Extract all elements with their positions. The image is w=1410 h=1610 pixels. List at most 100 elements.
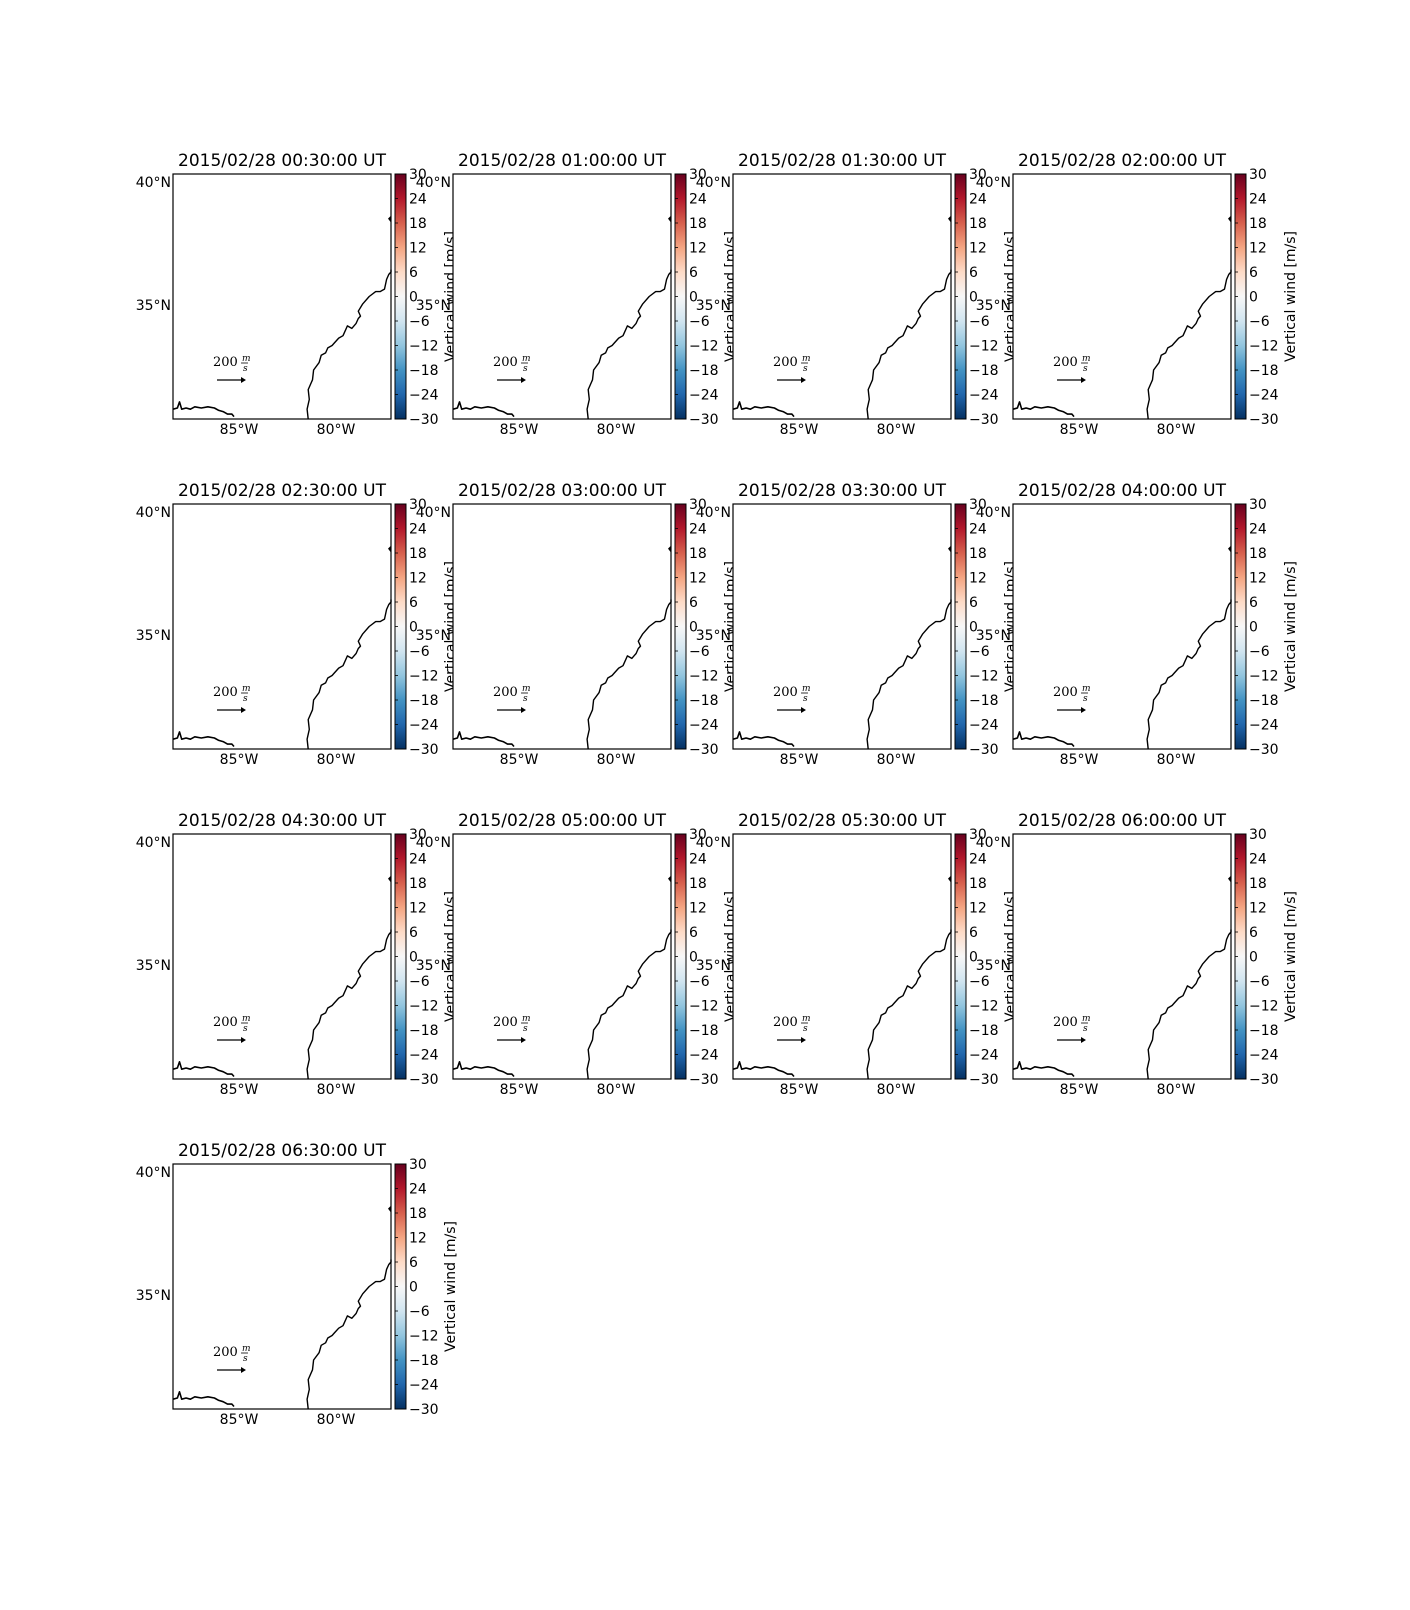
lon-tick-label: 85°W <box>780 422 819 438</box>
quiver-key-unit-den: s <box>1083 694 1088 704</box>
colorbar-tick-label: −6 <box>409 314 430 330</box>
map-area <box>452 833 672 1080</box>
colorbar-tick-label: −6 <box>409 1304 430 1320</box>
colorbar-tick-label: −18 <box>689 1023 719 1039</box>
panel-title: 2015/02/28 03:00:00 UT <box>458 481 667 501</box>
lon-tick-label: 85°W <box>780 752 819 768</box>
lon-tick-label: 85°W <box>220 752 259 768</box>
lat-tick-label: 40°N <box>136 835 171 851</box>
colorbar-tick-label: −18 <box>1249 693 1279 709</box>
quiver-key-unit-den: s <box>243 1024 248 1034</box>
lat-tick-label: 35°N <box>696 958 731 974</box>
colorbar-tick-label: −6 <box>1249 974 1270 990</box>
colorbar-tick-label: −30 <box>689 412 719 428</box>
panel-title: 2015/02/28 04:00:00 UT <box>1018 481 1227 501</box>
lon-tick-label: 80°W <box>317 1082 356 1098</box>
colorbar-tick-label: 6 <box>969 925 978 941</box>
coastline-island <box>668 215 671 223</box>
lat-tick-label: 40°N <box>696 505 731 521</box>
quiver-key-value: 200 <box>493 685 518 700</box>
colorbar-tick-label: −18 <box>409 1023 439 1039</box>
colorbar-tick-label: −24 <box>969 1048 999 1064</box>
panel-title: 2015/02/28 05:00:00 UT <box>458 811 667 831</box>
lat-tick-label: 40°N <box>136 1165 171 1181</box>
quiver-key-value: 200 <box>213 685 238 700</box>
quiver-key-unit-num: m <box>242 1344 251 1354</box>
colorbar-label: Vertical wind [m/s] <box>1283 561 1299 692</box>
coastline-island <box>388 545 391 553</box>
coastline-atlantic <box>866 269 952 420</box>
colorbar-tick-label: −12 <box>689 999 719 1015</box>
colorbar-tick-label: −30 <box>409 1072 439 1088</box>
map-area <box>1012 503 1232 750</box>
coastline-island <box>388 875 391 883</box>
quiver-key: 200 ms <box>213 1344 251 1373</box>
lon-tick-label: 80°W <box>597 422 636 438</box>
colorbar-tick-label: 18 <box>409 216 427 232</box>
lat-tick-label: 40°N <box>696 835 731 851</box>
colorbar-tick-label: 6 <box>969 595 978 611</box>
lat-tick-label: 35°N <box>136 1288 171 1304</box>
colorbar-tick-label: 6 <box>1249 265 1258 281</box>
map-panel: 2015/02/28 05:30:00 UT 40°N 35°N 85°W 80°W 20… <box>696 811 1019 1098</box>
quiver-key-value: 200 <box>213 355 238 370</box>
colorbar-tick-label: −18 <box>1249 363 1279 379</box>
colorbar-tick-label: 12 <box>1249 571 1267 587</box>
colorbar-tick-label: 30 <box>1249 497 1267 513</box>
coastline-gulf <box>452 731 515 748</box>
colorbar-tick-label: 24 <box>689 522 707 538</box>
coastline-island <box>668 545 671 553</box>
lat-tick-label: 40°N <box>136 175 171 191</box>
panel-title: 2015/02/28 02:30:00 UT <box>178 481 387 501</box>
colorbar-tick-label: −18 <box>689 363 719 379</box>
colorbar-tick-label: −30 <box>969 742 999 758</box>
colorbar-tick-label: −24 <box>409 1048 439 1064</box>
lon-tick-label: 85°W <box>500 752 539 768</box>
coastline-island <box>1228 545 1231 553</box>
colorbar-tick-label: 30 <box>689 167 707 183</box>
lon-tick-label: 85°W <box>500 1082 539 1098</box>
colorbar-tick-label: −6 <box>1249 314 1270 330</box>
colorbar-tick-label: 12 <box>409 1231 427 1247</box>
colorbar-tick-label: 6 <box>409 1255 418 1271</box>
coastline-atlantic <box>1146 599 1232 750</box>
colorbar-tick-label: 6 <box>689 265 698 281</box>
quiver-key-value: 200 <box>773 355 798 370</box>
coastline-island <box>668 875 671 883</box>
quiver-key-arrow-head <box>1081 707 1086 713</box>
quiver-key-unit-den: s <box>1083 1024 1088 1034</box>
lon-tick-label: 80°W <box>877 422 916 438</box>
quiver-key-unit-den: s <box>243 364 248 374</box>
lat-tick-label: 35°N <box>416 958 451 974</box>
colorbar-tick-label: −18 <box>689 693 719 709</box>
coastline-gulf <box>452 401 515 418</box>
lon-tick-label: 85°W <box>220 1082 259 1098</box>
colorbar-tick-label: −30 <box>409 742 439 758</box>
quiver-key-value: 200 <box>493 355 518 370</box>
colorbar-tick-label: −18 <box>969 1023 999 1039</box>
quiver-key-unit-num: m <box>1082 684 1091 694</box>
colorbar-tick-label: −12 <box>689 669 719 685</box>
lon-tick-label: 85°W <box>500 422 539 438</box>
colorbar-tick-label: 0 <box>409 290 418 306</box>
colorbar-tick-label: 24 <box>689 192 707 208</box>
colorbar-tick-label: −24 <box>409 388 439 404</box>
colorbar-tick-label: 0 <box>1249 290 1258 306</box>
colorbar-tick-label: −6 <box>1249 644 1270 660</box>
map-panel: 2015/02/28 02:00:00 UT 40°N 35°N 85°W 80°W 20… <box>976 151 1299 438</box>
map-panel: 2015/02/28 06:00:00 UT 40°N 35°N 85°W 80°W 20… <box>976 811 1299 1098</box>
map-panel: 2015/02/28 00:30:00 UT 40°N 35°N 85°W 80°W 20… <box>136 151 459 438</box>
colorbar-tick-label: 24 <box>1249 192 1267 208</box>
map-panel: 2015/02/28 03:00:00 UT 40°N 35°N 85°W 80°W 20… <box>416 481 739 768</box>
quiver-key: 200 ms <box>213 1014 251 1043</box>
lat-tick-label: 35°N <box>136 298 171 314</box>
colorbar-tick-label: 18 <box>689 876 707 892</box>
quiver-key-arrow-head <box>521 707 526 713</box>
quiver-key-arrow-head <box>241 707 246 713</box>
quiver-key-arrow-head <box>241 1367 246 1373</box>
colorbar-tick-label: 18 <box>969 876 987 892</box>
colorbar-tick-label: −12 <box>1249 999 1279 1015</box>
lat-tick-label: 35°N <box>696 298 731 314</box>
